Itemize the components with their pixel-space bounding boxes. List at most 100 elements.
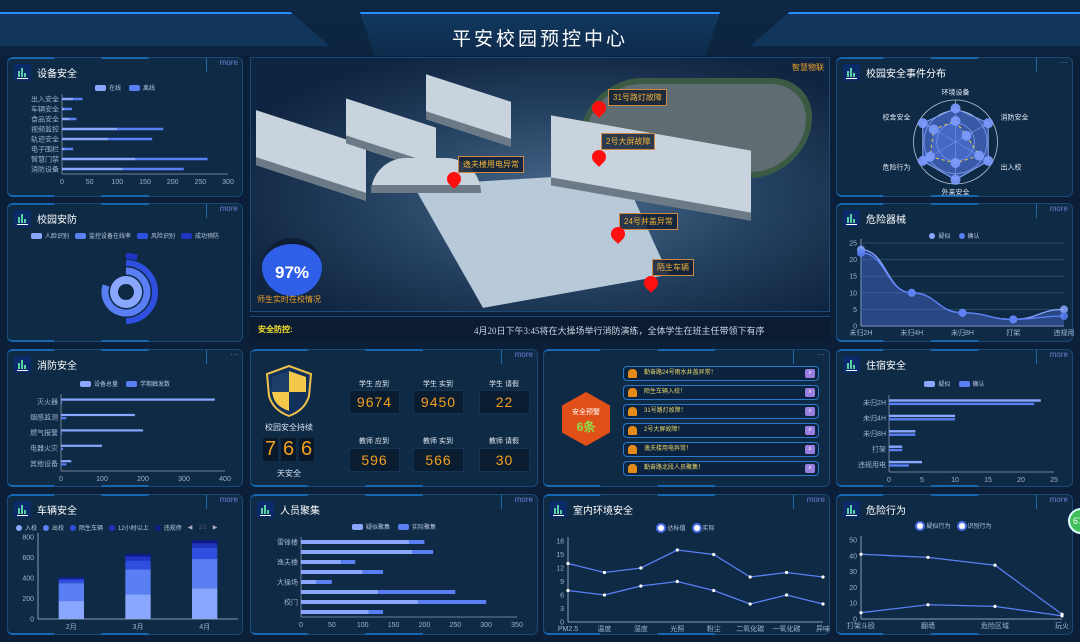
alarm-light-icon	[628, 388, 637, 397]
map-marker-label[interactable]: 逸夫楼用电异常	[458, 156, 524, 173]
more-button[interactable]: more	[206, 495, 242, 509]
search-icon[interactable]: ⌕	[805, 464, 815, 473]
search-icon[interactable]: ⌕	[805, 426, 815, 435]
bar	[58, 601, 84, 619]
bar	[58, 577, 84, 579]
legend-item[interactable]: 入校	[16, 523, 37, 532]
bar	[889, 445, 903, 448]
y-tick-label: 15	[849, 274, 857, 281]
bar	[301, 600, 419, 604]
data-point	[907, 288, 916, 297]
y-tick-label: 400	[22, 576, 34, 583]
warning-item[interactable]: 31号路灯故障！ ⌕	[623, 404, 819, 419]
legend-item[interactable]: 离线	[129, 83, 155, 92]
warning-item[interactable]: 陌生车辆入校！ ⌕	[623, 385, 819, 400]
data-point	[639, 566, 643, 570]
legend-item[interactable]: 疑似	[924, 379, 951, 388]
search-icon[interactable]: ⌕	[805, 369, 815, 378]
legend-item[interactable]: 确认	[958, 231, 980, 240]
legend-prev-icon[interactable]: ◀	[187, 525, 193, 531]
bar	[107, 137, 153, 141]
legend-item[interactable]: 学期触发数	[126, 379, 170, 388]
chart-icon	[14, 501, 31, 518]
panel-title: 住宿安全	[866, 361, 906, 372]
more-button[interactable]: more	[1036, 350, 1072, 364]
legend-item[interactable]: 实际聚集	[398, 522, 436, 531]
legend-item[interactable]: 出校	[43, 523, 64, 532]
map-marker-label[interactable]: 陌生车辆	[652, 259, 694, 276]
bar	[192, 543, 218, 548]
legend-item[interactable]: 违规停	[154, 523, 182, 532]
warning-item[interactable]: 2号大屏故障！ ⌕	[623, 423, 819, 438]
radar-point	[950, 103, 961, 114]
more-button[interactable]: more	[1036, 495, 1072, 509]
map-marker-label[interactable]: 31号路灯故障	[608, 89, 667, 106]
legend-item[interactable]: 成功预防	[181, 231, 219, 240]
panel-title: 校园安防	[37, 215, 77, 226]
x-tick-label: 一氧化碳	[773, 624, 801, 633]
more-button[interactable]: more	[1036, 204, 1072, 218]
campus-map[interactable]: 智慧物联 31号路灯故障 2号大屏故障 逸夫楼用电异常 24号井盖异常 陌生车辆…	[250, 57, 830, 312]
legend-item[interactable]: 疑似	[929, 231, 951, 240]
radar-point	[983, 118, 994, 129]
map-marker-label[interactable]: 24号井盖异常	[619, 213, 678, 230]
data-point	[958, 308, 967, 317]
bar	[64, 107, 72, 111]
radar-point	[974, 150, 985, 161]
y-tick-label: 9	[560, 579, 564, 586]
warning-item[interactable]: 勤奋路24号雨水井盖异常！ ⌕	[623, 366, 819, 381]
stat-label: 教师 应到	[359, 438, 389, 445]
more-button[interactable]: more	[793, 495, 829, 509]
chart-icon	[14, 64, 31, 81]
y-tick-label: 视频监控	[31, 125, 59, 134]
legend-next-icon[interactable]: ▶	[212, 525, 218, 531]
panel-warnings: ··· 安全预警 6条 勤奋路24号雨水井盖异常！ ⌕ 陌生车辆入校！ ⌕ 31号路灯故…	[543, 349, 830, 487]
data-point	[602, 593, 607, 597]
legend-item[interactable]: 识别行为	[958, 521, 992, 530]
panel-title: 人员聚集	[280, 506, 320, 517]
legend-item[interactable]: 在线	[94, 83, 121, 92]
legend-item[interactable]: 达标值	[658, 523, 686, 532]
bar	[192, 559, 218, 589]
radar-indicator-label: 校舍安全	[882, 113, 910, 122]
x-tick-label: 5	[920, 477, 924, 484]
more-button[interactable]: more	[206, 204, 242, 218]
panel-title: 设备安全	[37, 69, 77, 80]
data-point	[993, 563, 997, 567]
more-button[interactable]: more	[501, 350, 537, 364]
map-marker-label[interactable]: 2号大屏故障	[601, 133, 656, 150]
more-menu-button[interactable]: ···	[206, 350, 242, 364]
legend-item[interactable]: 12小时以上	[109, 523, 149, 532]
warning-item[interactable]: 逸夫楼用电异常！ ⌕	[623, 442, 819, 457]
legend-item[interactable]: 设备总量	[79, 379, 118, 388]
more-button[interactable]: more	[501, 495, 537, 509]
panel-title: 室内环境安全	[573, 506, 633, 517]
more-menu-button[interactable]: ···	[793, 350, 829, 364]
x-tick-label: PM2.5	[558, 626, 578, 633]
radar-point	[928, 124, 939, 135]
legend-item[interactable]: 人脸识别	[30, 231, 69, 240]
search-icon[interactable]: ⌕	[805, 445, 815, 454]
legend: 设备总量 学期触发数	[8, 379, 242, 388]
more-button[interactable]: more	[206, 58, 242, 72]
search-icon[interactable]: ⌕	[805, 407, 815, 416]
more-menu-button[interactable]: ···	[1036, 58, 1072, 72]
legend-item[interactable]: 监控设备在线率	[74, 231, 131, 240]
bar	[889, 414, 955, 418]
legend-item[interactable]: 实际	[693, 523, 715, 532]
legend-item[interactable]: 疑似聚集	[351, 522, 390, 531]
panel-title: 校园安全事件分布	[866, 69, 946, 80]
data-point	[926, 603, 930, 607]
warning-item[interactable]: 勤奋路北段人员聚集！ ⌕	[623, 461, 819, 476]
bar	[889, 460, 922, 464]
legend-item[interactable]: 疑似行为	[917, 521, 951, 530]
x-tick-label: 危险区域	[981, 621, 1009, 630]
search-icon[interactable]: ⌕	[805, 388, 815, 397]
bar	[61, 432, 62, 435]
legend-item[interactable]: 确认	[958, 379, 985, 388]
legend-item[interactable]: 风险识别	[137, 231, 175, 240]
legend-item[interactable]: 陌生车辆	[70, 523, 103, 532]
bar	[341, 560, 356, 564]
y-tick-label: 雷锋楼	[277, 538, 298, 547]
